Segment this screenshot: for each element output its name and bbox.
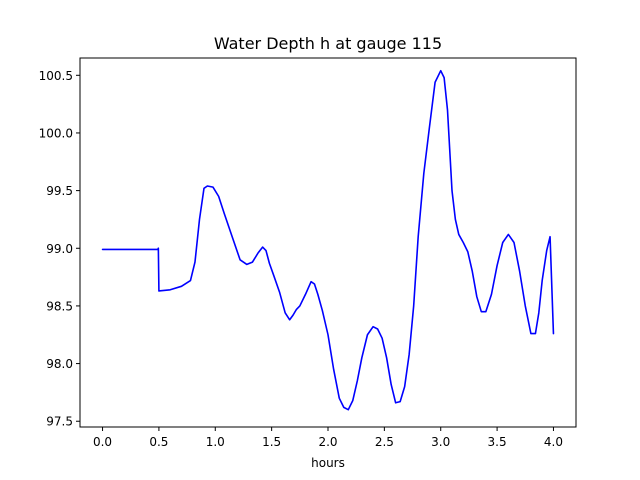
y-tick-label: 99.5 (46, 184, 73, 198)
y-tick-label: 98.0 (46, 357, 73, 371)
x-tick-label: 4.0 (544, 435, 563, 449)
chart-title: Water Depth h at gauge 115 (214, 34, 442, 53)
y-tick-label: 97.5 (46, 415, 73, 429)
y-axis-ticks: 97.5 98.0 98.5 99.0 99.5 100.0 100.5 (39, 69, 80, 429)
y-tick-label: 99.0 (46, 242, 73, 256)
y-tick-label: 100.5 (39, 69, 73, 83)
x-tick-label: 0.0 (93, 435, 112, 449)
plot-area (101, 69, 555, 411)
x-tick-label: 1.0 (206, 435, 225, 449)
x-tick-label: 2.0 (318, 435, 337, 449)
y-tick-label: 100.0 (39, 126, 73, 140)
x-tick-label: 3.0 (431, 435, 450, 449)
x-tick-label: 3.5 (488, 435, 507, 449)
x-tick-label: 2.5 (375, 435, 394, 449)
x-tick-label: 0.5 (149, 435, 168, 449)
x-axis-label: hours (311, 456, 345, 470)
x-tick-label: 1.5 (262, 435, 281, 449)
series-line-0 (101, 69, 555, 411)
y-tick-label: 98.5 (46, 299, 73, 313)
x-axis-ticks: 0.0 0.5 1.0 1.5 2.0 2.5 3.0 3.5 4.0 (93, 427, 563, 449)
